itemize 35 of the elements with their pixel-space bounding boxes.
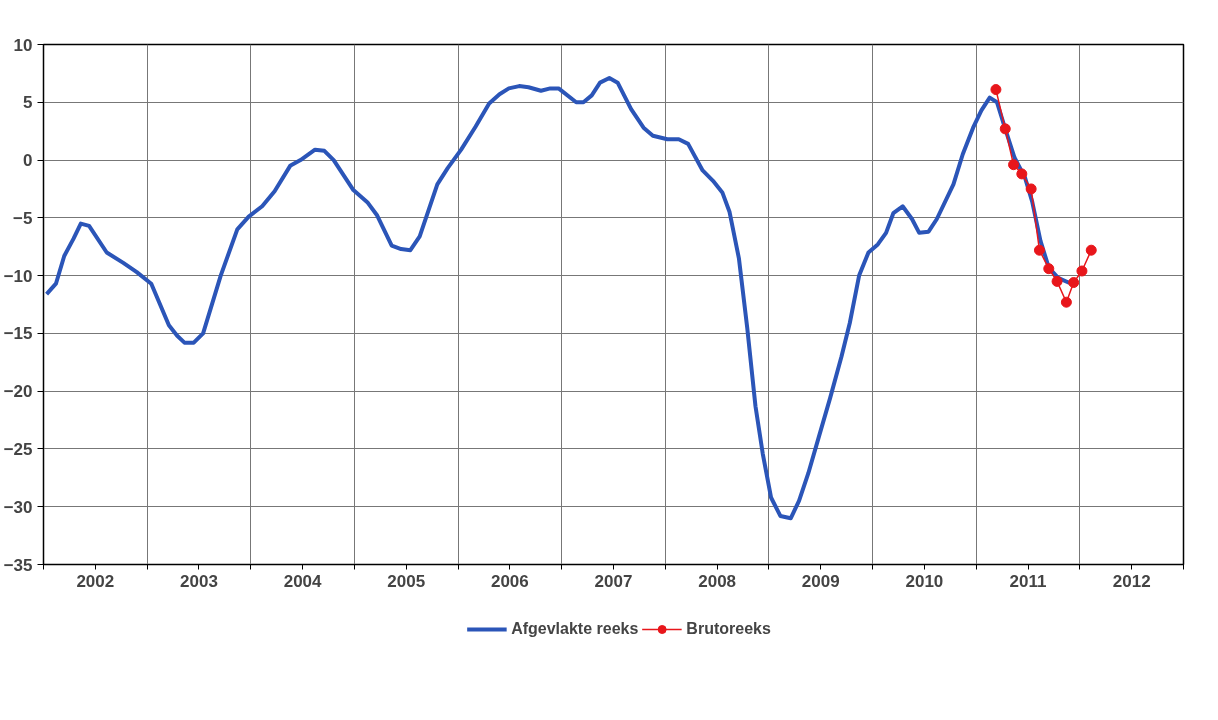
point [1085,244,1097,256]
y-tick-label: −20 [3,382,33,402]
x-tick-label: 2004 [283,571,323,591]
point [1016,168,1028,180]
y-tick-label: −15 [3,324,33,344]
y-tick-label: −10 [3,266,33,286]
point [1076,265,1088,277]
x-tick-label: 2008 [698,571,737,591]
x-tick-label: 2010 [905,571,944,591]
legend-label: Afgevlakte reeks [511,620,639,638]
y-tick-label: 0 [23,151,33,171]
point [1068,277,1080,289]
y-tick-label: −35 [3,555,33,575]
y-tick-label: 10 [13,35,33,55]
x-tick-label: 2012 [1112,571,1151,591]
y-tick-label: −5 [13,208,33,228]
x-tick-label: 2007 [594,571,633,591]
x-tick-label: 2005 [387,571,426,591]
x-tick-label: 2011 [1009,571,1047,591]
y-tick-label: −25 [3,439,33,459]
point [990,84,1002,96]
y-tick-label: −30 [3,497,33,517]
x-tick-label: 2006 [490,571,529,591]
point [1008,159,1020,171]
x-tick-label: 2009 [801,571,840,591]
point [1043,263,1055,275]
x-tick-label: 2003 [180,571,218,591]
x-tick-label: 2002 [76,571,115,591]
point [1033,244,1045,256]
legend-label: Brutoreeks [686,620,771,638]
y-tick-label: 5 [23,93,33,113]
point [1060,296,1072,308]
point [999,123,1011,135]
point [1025,183,1037,195]
point [1051,275,1063,287]
